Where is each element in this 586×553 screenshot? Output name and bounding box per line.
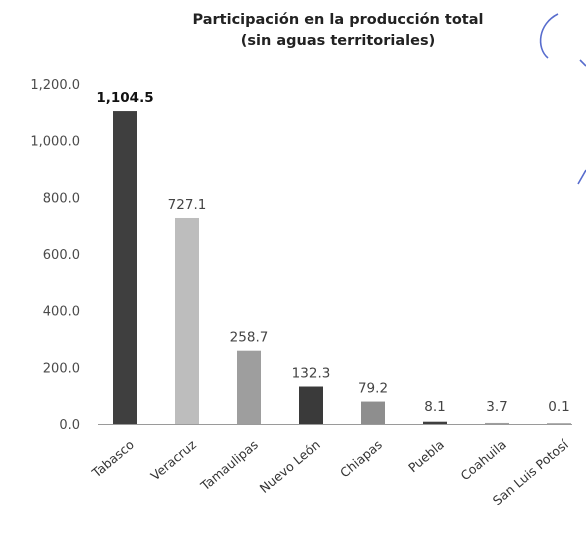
y-tick-label: 1,000.0 bbox=[30, 135, 80, 150]
x-tick-label: Veracruz bbox=[147, 437, 199, 484]
y-tick-label: 0.0 bbox=[59, 418, 80, 433]
bar bbox=[485, 422, 509, 424]
x-tick-label: Chiapas bbox=[337, 437, 385, 481]
chart-subtitle: (sin aguas territoriales) bbox=[241, 33, 435, 49]
data-label: 0.1 bbox=[548, 399, 569, 415]
data-label: 79.2 bbox=[358, 381, 388, 397]
data-label: 1,104.5 bbox=[96, 90, 153, 106]
data-label: 132.3 bbox=[292, 366, 331, 382]
data-label: 8.1 bbox=[424, 399, 445, 415]
y-tick-label: 600.0 bbox=[43, 248, 80, 263]
data-label: 727.1 bbox=[168, 197, 207, 213]
y-tick-label: 800.0 bbox=[43, 191, 80, 206]
chart-title: Participación en la producción total bbox=[193, 12, 484, 28]
data-label: 3.7 bbox=[486, 399, 507, 415]
y-tick-label: 400.0 bbox=[43, 305, 80, 320]
y-tick-label: 1,200.0 bbox=[30, 78, 80, 93]
x-tick-label: Coahuila bbox=[458, 437, 509, 484]
x-tick-label: Nuevo León bbox=[257, 437, 323, 496]
y-tick-label: 200.0 bbox=[43, 361, 80, 376]
bar bbox=[113, 111, 137, 424]
bar bbox=[237, 350, 261, 424]
x-tick-label: Puebla bbox=[405, 437, 447, 475]
data-label: 258.7 bbox=[230, 330, 269, 346]
margin-ink-decoration bbox=[539, 13, 586, 185]
bars bbox=[113, 111, 571, 424]
y-axis: 0.0 200.0 400.0 600.0 800.0 1,000.0 1,200.0 bbox=[30, 78, 572, 433]
bar bbox=[175, 217, 199, 424]
bar bbox=[361, 401, 385, 424]
bar bbox=[547, 423, 571, 424]
x-tick-label: Tabasco bbox=[88, 437, 137, 481]
value-labels: 1,104.5 727.1 258.7 132.3 79.2 8.1 3.7 0.1 bbox=[96, 90, 569, 415]
bar bbox=[299, 386, 323, 424]
x-tick-label: Tamaulipas bbox=[197, 437, 261, 494]
bar bbox=[423, 421, 447, 424]
